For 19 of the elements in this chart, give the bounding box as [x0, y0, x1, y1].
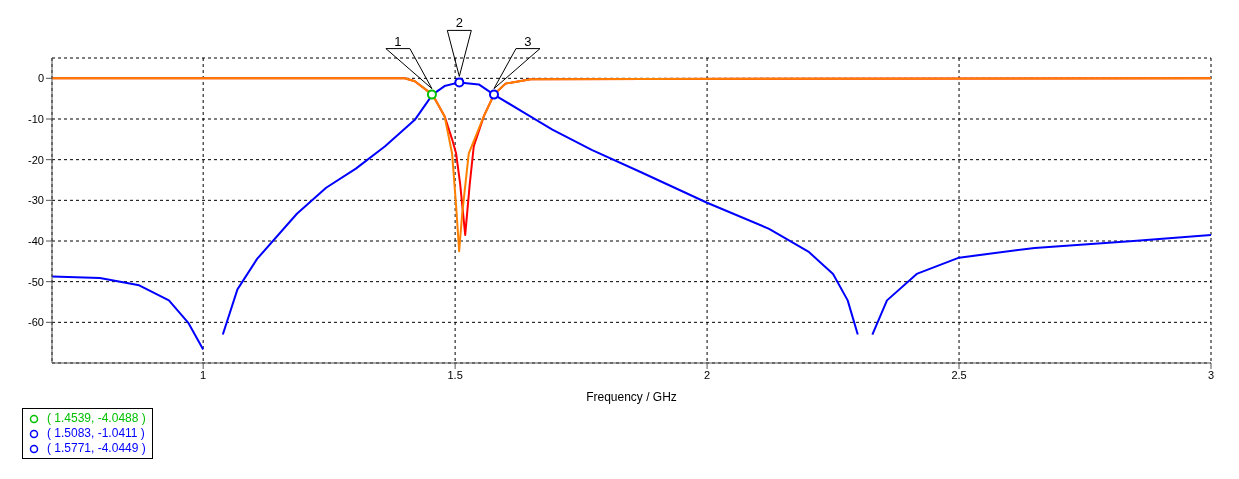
y-tick-label: -40 [28, 234, 44, 247]
y-tick-label: -60 [28, 316, 44, 329]
text: ( 1.5083, -1.0411 ) [47, 426, 145, 441]
text: ( 1.4539, -4.0488 ) [47, 411, 146, 426]
y-tick-label: -10 [28, 112, 44, 125]
text: 3 [524, 33, 532, 49]
text: 1 [394, 33, 402, 49]
x-tick-label: 3 [1207, 368, 1215, 381]
x-tick-label: 1.5 [447, 368, 463, 381]
text: 2 [455, 15, 463, 31]
y-tick-label: -20 [28, 153, 44, 166]
y-tick-label: 0 [37, 72, 44, 85]
y-tick-label: -50 [28, 275, 44, 288]
x-axis-title: Frequency / GHz [586, 390, 677, 404]
x-tick-label: 2 [704, 368, 711, 381]
text: ( 1.5771, -4.0449 ) [47, 441, 146, 456]
y-tick-label: -30 [28, 194, 44, 207]
x-tick-label: 2.5 [951, 368, 967, 381]
x-tick-label: 1 [200, 368, 207, 381]
